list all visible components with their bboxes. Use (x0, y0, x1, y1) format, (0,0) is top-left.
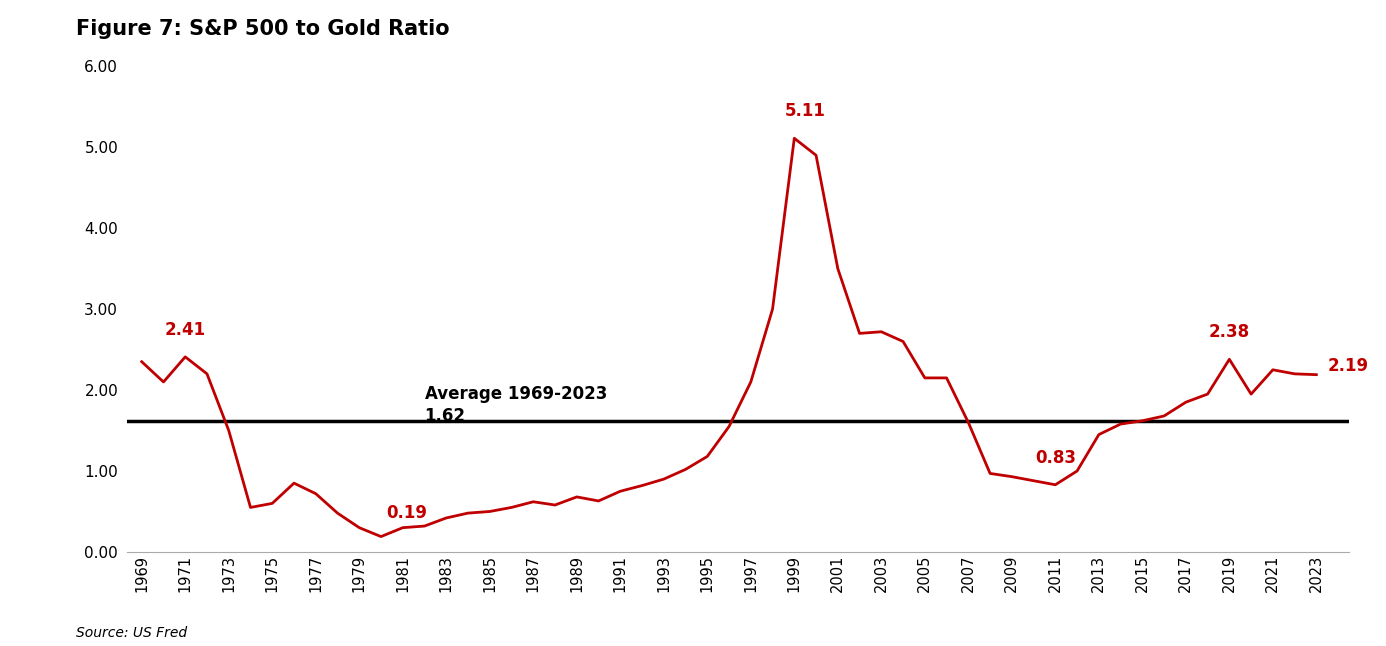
Text: 5.11: 5.11 (784, 103, 826, 120)
Text: 0.83: 0.83 (1035, 449, 1076, 467)
Text: 2.41: 2.41 (165, 321, 205, 339)
Text: Figure 7: S&P 500 to Gold Ratio: Figure 7: S&P 500 to Gold Ratio (76, 19, 450, 39)
Text: 1.62: 1.62 (424, 407, 466, 425)
Text: Source: US Fred: Source: US Fred (76, 625, 187, 640)
Text: 2.19: 2.19 (1328, 357, 1368, 375)
Text: Average 1969-2023: Average 1969-2023 (424, 385, 607, 403)
Text: 0.19: 0.19 (387, 504, 428, 522)
Text: 2.38: 2.38 (1209, 324, 1250, 342)
